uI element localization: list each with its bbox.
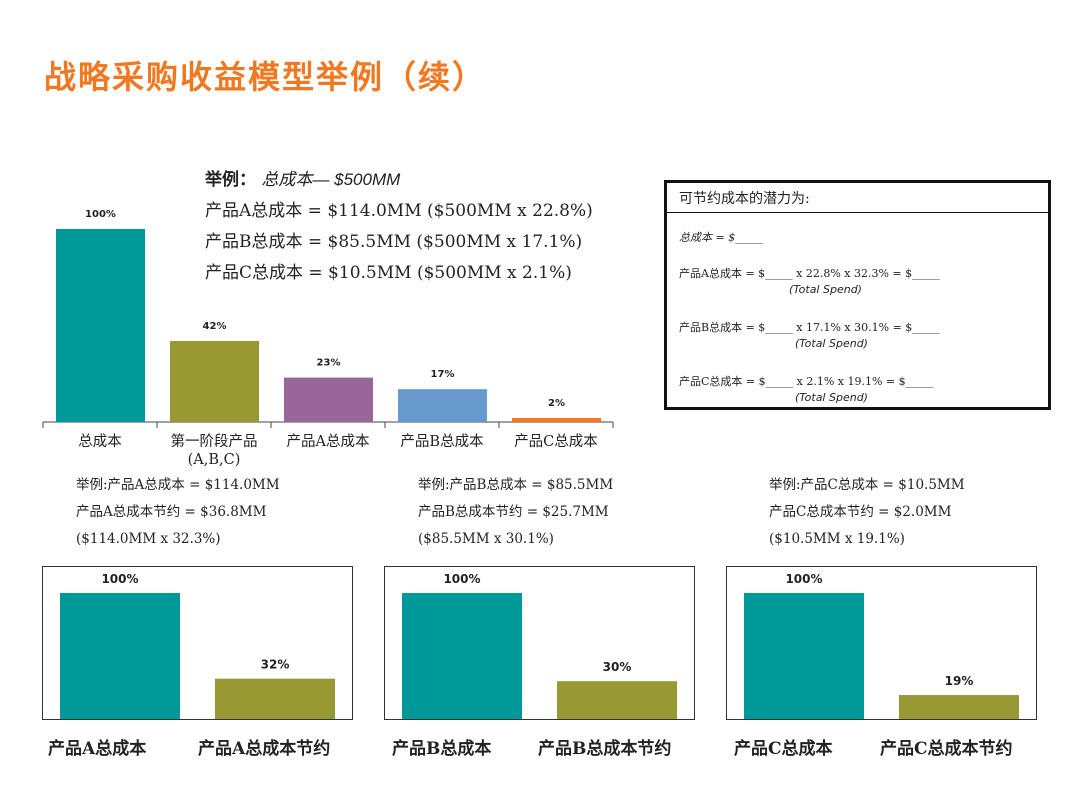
main-chart-bar bbox=[512, 418, 601, 422]
example-heading-label: 举例： bbox=[205, 170, 256, 190]
sub-example-a-line3: ($114.0MM x 32.3%) bbox=[76, 531, 221, 547]
savings-potential-box: 可节约成本的潜力为: 总成本 = $_____ 产品A总成本 = $_____ … bbox=[664, 180, 1051, 410]
main-chart-bar bbox=[170, 340, 259, 422]
small-chart-b-cat-2: 产品B总成本节约 bbox=[538, 739, 672, 759]
main-chart-category-label: 第一阶段产品 bbox=[171, 432, 258, 450]
main-chart-bar bbox=[56, 229, 145, 422]
example-line-b: 产品B总成本 = $85.5MM ($500MM x 17.1%) bbox=[205, 232, 583, 252]
small-chart-c-cat-2: 产品C总成本节约 bbox=[880, 739, 1013, 759]
savings-row-a: 产品A总成本 = $_____ x 22.8% x 32.3% = $_____ bbox=[679, 267, 940, 280]
sub-example-c-line3: ($10.5MM x 19.1%) bbox=[769, 531, 905, 547]
sub-example-a: 举例:产品A总成本 = $114.0MM 产品A总成本节约 = $36.8MM … bbox=[76, 472, 280, 553]
example-heading: 举例： 总成本— $500MM bbox=[205, 164, 593, 196]
small-chart-b-frame bbox=[384, 566, 695, 720]
sub-example-a-line1: 举例:产品A总成本 = $114.0MM bbox=[76, 477, 280, 493]
main-chart-data-label: 23% bbox=[317, 358, 341, 369]
sub-example-c-line2: 产品C总成本节约 = $2.0MM bbox=[769, 504, 952, 520]
main-chart-category-label: (A,B,C) bbox=[188, 452, 241, 468]
savings-row-b: 产品B总成本 = $_____ x 17.1% x 30.1% = $_____ bbox=[679, 321, 940, 334]
savings-total-line: 总成本 = $_____ bbox=[679, 231, 763, 244]
page-title: 战略采购收益模型举例（续） bbox=[44, 58, 487, 96]
sub-example-c-line1: 举例:产品C总成本 = $10.5MM bbox=[769, 477, 965, 493]
example-heading-value: 总成本— $500MM bbox=[261, 170, 401, 189]
main-chart-data-label: 17% bbox=[431, 369, 455, 380]
savings-row-a-note: (Total Spend) bbox=[789, 283, 862, 296]
sub-example-b-line1: 举例:产品B总成本 = $85.5MM bbox=[418, 477, 614, 493]
example-line-c: 产品C总成本 = $10.5MM ($500MM x 2.1%) bbox=[205, 263, 572, 283]
small-chart-a-cat-2: 产品A总成本节约 bbox=[198, 739, 331, 759]
small-chart-c-cat-1: 产品C总成本 bbox=[734, 739, 833, 759]
small-chart-a-cat-1: 产品A总成本 bbox=[48, 739, 147, 759]
savings-row-c: 产品C总成本 = $_____ x 2.1% x 19.1% = $_____ bbox=[679, 375, 934, 388]
main-chart-category-label: 总成本 bbox=[78, 433, 122, 450]
main-chart-category-label: 产品B总成本 bbox=[400, 433, 483, 450]
sub-example-b-line3: ($85.5MM x 30.1%) bbox=[418, 531, 554, 547]
savings-row-b-note: (Total Spend) bbox=[795, 337, 868, 350]
main-chart-data-label: 2% bbox=[548, 398, 565, 409]
sub-example-c: 举例:产品C总成本 = $10.5MM 产品C总成本节约 = $2.0MM ($… bbox=[769, 472, 965, 553]
savings-box-header: 可节约成本的潜力为: bbox=[667, 183, 1048, 213]
savings-row-c-note: (Total Spend) bbox=[795, 391, 868, 404]
main-chart-data-label: 100% bbox=[85, 209, 116, 220]
main-chart-category-label: 产品A总成本 bbox=[287, 433, 370, 450]
main-chart-category-label: 产品C总成本 bbox=[514, 433, 598, 450]
sub-example-b-line2: 产品B总成本节约 = $25.7MM bbox=[418, 504, 609, 520]
example-line-a: 产品A总成本 = $114.0MM ($500MM x 22.8%) bbox=[205, 201, 593, 221]
main-chart-bar bbox=[284, 377, 373, 422]
example-block: 举例： 总成本— $500MM 产品A总成本 = $114.0MM ($500M… bbox=[205, 164, 593, 289]
small-chart-b-cat-1: 产品B总成本 bbox=[392, 739, 492, 759]
sub-example-a-line2: 产品A总成本节约 = $36.8MM bbox=[76, 504, 267, 520]
small-chart-c-frame bbox=[726, 566, 1037, 720]
small-chart-a-frame bbox=[42, 566, 353, 720]
main-chart-bar bbox=[398, 389, 487, 422]
sub-example-b: 举例:产品B总成本 = $85.5MM 产品B总成本节约 = $25.7MM (… bbox=[418, 472, 613, 553]
main-chart-data-label: 42% bbox=[203, 321, 227, 332]
